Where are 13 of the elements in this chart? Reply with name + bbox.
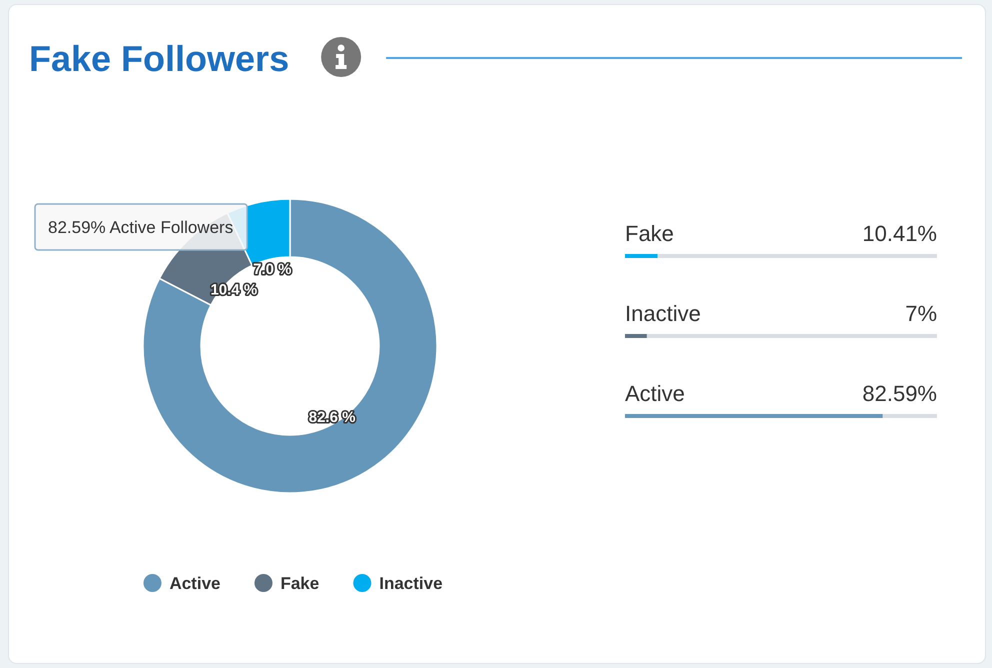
y-tick-label: Active <box>625 381 685 406</box>
tooltip: 82.59% Active Followers <box>34 203 248 251</box>
legend-label: Fake <box>280 574 320 592</box>
data-label: 82.59% <box>862 381 937 406</box>
data-label: 7% <box>905 301 937 326</box>
data-label: 82.6 % <box>308 408 356 426</box>
chart-title: Fake Followers <box>29 38 290 79</box>
data-label: 10.41% <box>862 221 937 246</box>
y-tick-label: Inactive <box>625 301 701 326</box>
legend-label: Active <box>169 574 220 592</box>
legend-label: Inactive <box>379 574 443 592</box>
y-tick-label: Fake <box>625 221 674 246</box>
data-label: 7.0 % <box>253 260 292 278</box>
